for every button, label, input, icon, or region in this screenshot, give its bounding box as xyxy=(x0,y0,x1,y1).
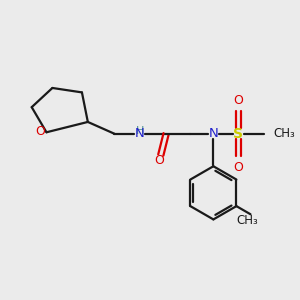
Text: N: N xyxy=(208,127,218,140)
Text: O: O xyxy=(154,154,164,167)
Text: CH₃: CH₃ xyxy=(273,127,295,140)
Text: CH₃: CH₃ xyxy=(236,214,258,227)
Text: S: S xyxy=(233,127,244,141)
Text: N: N xyxy=(135,127,144,140)
Text: O: O xyxy=(35,125,45,138)
Text: O: O xyxy=(234,160,243,174)
Text: H: H xyxy=(136,126,144,136)
Text: O: O xyxy=(234,94,243,107)
